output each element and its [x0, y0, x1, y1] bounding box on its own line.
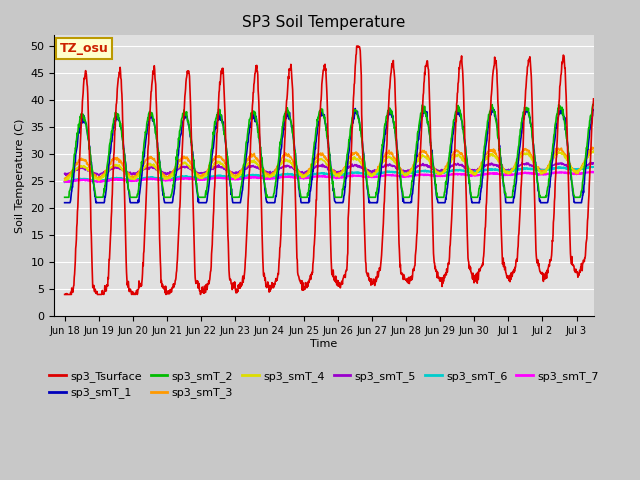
sp3_smT_2 — [166, 194, 173, 200]
sp3_smT_7 — [61, 179, 68, 184]
sp3_smT_3 — [214, 154, 221, 160]
sp3_smT_5 — [166, 169, 174, 175]
sp3_smT_6 — [156, 176, 163, 182]
sp3_smT_2 — [589, 101, 597, 107]
sp3_smT_7 — [461, 172, 469, 178]
sp3_smT_2 — [520, 109, 527, 115]
Line: sp3_smT_1: sp3_smT_1 — [65, 108, 593, 203]
sp3_smT_7 — [588, 169, 596, 175]
sp3_Tsurface — [353, 43, 360, 49]
X-axis label: Time: Time — [310, 338, 338, 348]
sp3_smT_1 — [461, 139, 468, 145]
sp3_smT_1 — [589, 107, 597, 113]
sp3_smT_6 — [213, 173, 221, 179]
sp3_smT_3 — [166, 174, 174, 180]
sp3_smT_1 — [61, 200, 68, 205]
sp3_smT_4 — [156, 169, 163, 175]
sp3_smT_7 — [63, 179, 71, 185]
sp3_smT_4 — [461, 159, 468, 165]
sp3_smT_6 — [461, 168, 468, 174]
Text: TZ_osu: TZ_osu — [60, 42, 109, 55]
sp3_smT_6 — [588, 164, 595, 169]
sp3_Tsurface — [213, 129, 221, 135]
sp3_smT_7 — [262, 176, 269, 181]
sp3_Tsurface — [589, 96, 597, 102]
sp3_Tsurface — [156, 235, 163, 241]
sp3_smT_3 — [61, 177, 69, 182]
sp3_smT_6 — [166, 177, 173, 182]
sp3_smT_4 — [213, 160, 221, 166]
sp3_smT_1 — [213, 119, 221, 124]
sp3_smT_3 — [461, 158, 469, 164]
sp3_smT_5 — [589, 160, 597, 166]
Line: sp3_smT_3: sp3_smT_3 — [65, 147, 593, 180]
sp3_smT_3 — [156, 168, 164, 174]
sp3_smT_3 — [61, 176, 68, 182]
sp3_Tsurface — [261, 275, 269, 281]
sp3_smT_7 — [520, 170, 528, 176]
sp3_smT_3 — [520, 148, 528, 154]
sp3_smT_6 — [589, 164, 597, 170]
Line: sp3_smT_7: sp3_smT_7 — [65, 172, 593, 182]
sp3_smT_4 — [166, 174, 173, 180]
sp3_smT_4 — [261, 171, 269, 177]
sp3_smT_3 — [262, 170, 269, 176]
sp3_smT_2 — [213, 116, 221, 121]
Line: sp3_smT_6: sp3_smT_6 — [65, 167, 593, 182]
Y-axis label: Soil Temperature (C): Soil Temperature (C) — [15, 119, 25, 233]
sp3_smT_1 — [166, 200, 173, 205]
sp3_Tsurface — [520, 118, 528, 123]
sp3_Tsurface — [61, 291, 68, 297]
sp3_smT_2 — [156, 159, 163, 165]
sp3_Tsurface — [461, 150, 469, 156]
sp3_smT_4 — [520, 152, 527, 157]
sp3_smT_1 — [557, 106, 564, 111]
sp3_smT_2 — [61, 194, 68, 200]
sp3_Tsurface — [166, 291, 173, 297]
Title: SP3 Soil Temperature: SP3 Soil Temperature — [243, 15, 406, 30]
sp3_smT_3 — [588, 144, 596, 150]
Line: sp3_smT_5: sp3_smT_5 — [65, 163, 593, 176]
sp3_smT_7 — [166, 178, 174, 183]
sp3_smT_1 — [156, 158, 163, 164]
sp3_smT_5 — [156, 169, 164, 175]
sp3_smT_4 — [61, 178, 68, 183]
Line: sp3_smT_4: sp3_smT_4 — [65, 151, 593, 180]
sp3_smT_5 — [461, 164, 469, 169]
Line: sp3_Tsurface: sp3_Tsurface — [65, 46, 593, 294]
sp3_smT_6 — [61, 179, 68, 185]
sp3_smT_7 — [156, 177, 164, 183]
sp3_smT_5 — [214, 163, 221, 169]
sp3_smT_5 — [61, 171, 68, 177]
sp3_smT_2 — [261, 185, 269, 191]
sp3_smT_4 — [589, 148, 597, 154]
sp3_smT_5 — [588, 160, 595, 166]
sp3_smT_5 — [520, 161, 528, 167]
sp3_smT_6 — [261, 174, 269, 180]
sp3_smT_6 — [520, 166, 527, 171]
sp3_smT_3 — [589, 145, 597, 151]
sp3_smT_5 — [62, 173, 70, 179]
sp3_smT_1 — [261, 189, 269, 195]
sp3_smT_2 — [461, 142, 468, 147]
Legend: sp3_Tsurface, sp3_smT_1, sp3_smT_2, sp3_smT_3, sp3_smT_4, sp3_smT_5, sp3_smT_6, : sp3_Tsurface, sp3_smT_1, sp3_smT_2, sp3_… — [45, 367, 604, 403]
sp3_smT_7 — [589, 169, 597, 175]
Line: sp3_smT_2: sp3_smT_2 — [65, 104, 593, 197]
sp3_smT_7 — [214, 175, 221, 180]
sp3_smT_1 — [520, 116, 527, 122]
sp3_smT_5 — [262, 169, 269, 175]
